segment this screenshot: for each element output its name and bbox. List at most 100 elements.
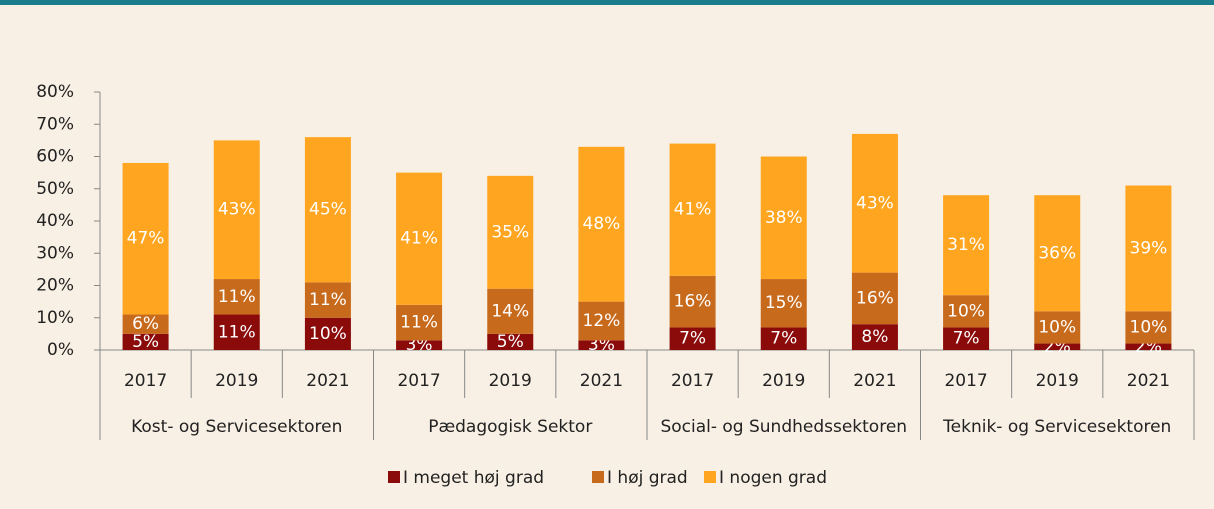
data-label: 43% bbox=[856, 193, 894, 213]
legend-swatch bbox=[388, 471, 400, 483]
data-label: 31% bbox=[947, 235, 985, 255]
data-label: 5% bbox=[497, 332, 524, 352]
data-label: 15% bbox=[765, 293, 803, 313]
y-tick-label: 80% bbox=[36, 82, 74, 102]
y-tick-label: 50% bbox=[36, 179, 74, 199]
data-label: 11% bbox=[218, 322, 256, 342]
data-label: 14% bbox=[491, 301, 529, 321]
x-tick-label: 2019 bbox=[1036, 371, 1079, 391]
legend-swatch bbox=[704, 471, 716, 483]
data-label: 48% bbox=[583, 214, 621, 234]
group-label: Teknik- og Servicesektoren bbox=[942, 417, 1171, 437]
bar-segment bbox=[851, 272, 898, 325]
x-tick-label: 2017 bbox=[124, 371, 167, 391]
bar-segment bbox=[1125, 185, 1172, 312]
data-label: 41% bbox=[400, 229, 438, 249]
data-label: 16% bbox=[674, 292, 712, 312]
group-label: Kost- og Servicesektoren bbox=[131, 417, 342, 437]
x-tick-label: 2021 bbox=[306, 371, 349, 391]
bar-segment bbox=[1125, 343, 1172, 350]
data-label: 6% bbox=[132, 314, 159, 334]
bar-segment bbox=[304, 137, 351, 283]
y-tick-label: 0% bbox=[47, 340, 74, 360]
bar-segment bbox=[396, 172, 443, 305]
data-label: 10% bbox=[309, 324, 347, 344]
bar-segment bbox=[578, 340, 625, 350]
data-label: 41% bbox=[674, 200, 712, 220]
data-label: 7% bbox=[679, 329, 706, 349]
data-label: 39% bbox=[1130, 238, 1168, 258]
bar-segment bbox=[396, 304, 443, 341]
x-tick-label: 2021 bbox=[580, 371, 623, 391]
bar-segment bbox=[122, 162, 169, 315]
y-tick-label: 20% bbox=[36, 276, 74, 296]
bar-segment bbox=[669, 143, 716, 276]
data-label: 10% bbox=[947, 301, 985, 321]
data-label: 10% bbox=[1038, 317, 1076, 337]
y-tick-label: 30% bbox=[36, 243, 74, 263]
bar-segment bbox=[122, 314, 169, 334]
data-label: 5% bbox=[132, 332, 159, 352]
x-tick-label: 2021 bbox=[1127, 371, 1170, 391]
data-label: 11% bbox=[218, 287, 256, 307]
y-tick-label: 10% bbox=[36, 308, 74, 328]
bar-segment bbox=[213, 314, 260, 350]
data-label: 7% bbox=[770, 329, 797, 349]
bar-segment bbox=[487, 333, 534, 350]
bar-segment bbox=[943, 295, 990, 328]
data-label: 38% bbox=[765, 208, 803, 228]
bar-segment bbox=[122, 333, 169, 350]
legend-label: I meget høj grad bbox=[403, 468, 544, 488]
data-label: 47% bbox=[127, 229, 165, 249]
x-tick-label: 2019 bbox=[215, 371, 258, 391]
bar-segment bbox=[669, 327, 716, 350]
data-label: 7% bbox=[953, 329, 980, 349]
bar-segment bbox=[1034, 311, 1081, 344]
bar-segment bbox=[1034, 343, 1081, 350]
bar-segment bbox=[760, 156, 807, 280]
bar-segment bbox=[487, 175, 534, 289]
bar-segment bbox=[213, 140, 260, 280]
top-border bbox=[0, 0, 1214, 5]
y-tick-label: 40% bbox=[36, 211, 74, 231]
x-tick-label: 2017 bbox=[944, 371, 987, 391]
bar-segment bbox=[851, 324, 898, 350]
data-label: 43% bbox=[218, 200, 256, 220]
bar-segment bbox=[1034, 195, 1081, 312]
x-tick-label: 2019 bbox=[489, 371, 532, 391]
legend-swatch bbox=[592, 471, 604, 483]
x-tick-label: 2017 bbox=[397, 371, 440, 391]
bar-segment bbox=[943, 327, 990, 350]
bar-segment bbox=[943, 195, 990, 296]
data-label: 45% bbox=[309, 200, 347, 220]
bar-segment bbox=[578, 301, 625, 341]
bar-segment bbox=[851, 133, 898, 273]
y-tick-label: 60% bbox=[36, 147, 74, 167]
bar-segment bbox=[487, 288, 534, 334]
bar-segment bbox=[760, 279, 807, 328]
group-label: Social- og Sundhedssektoren bbox=[660, 417, 907, 437]
legend-label: I høj grad bbox=[607, 468, 688, 488]
bar-segment bbox=[1125, 311, 1172, 344]
data-label: 16% bbox=[856, 288, 894, 308]
bar-segment bbox=[578, 146, 625, 302]
group-label: Pædagogisk Sektor bbox=[428, 417, 592, 437]
x-tick-label: 2019 bbox=[762, 371, 805, 391]
data-label: 36% bbox=[1038, 243, 1076, 263]
x-tick-label: 2021 bbox=[853, 371, 896, 391]
bar-segment bbox=[213, 279, 260, 315]
x-tick-label: 2017 bbox=[671, 371, 714, 391]
data-label: 10% bbox=[1130, 317, 1168, 337]
bar-segment bbox=[760, 327, 807, 350]
legend-label: I nogen grad bbox=[719, 468, 827, 488]
bar-segment bbox=[304, 317, 351, 350]
bar-segment bbox=[396, 340, 443, 350]
bar-segment bbox=[669, 275, 716, 328]
data-label: 12% bbox=[583, 311, 621, 331]
y-tick-label: 70% bbox=[36, 114, 74, 134]
data-label: 35% bbox=[491, 222, 529, 242]
bar-segment bbox=[304, 282, 351, 318]
data-label: 11% bbox=[309, 290, 347, 310]
data-label: 8% bbox=[861, 327, 888, 347]
